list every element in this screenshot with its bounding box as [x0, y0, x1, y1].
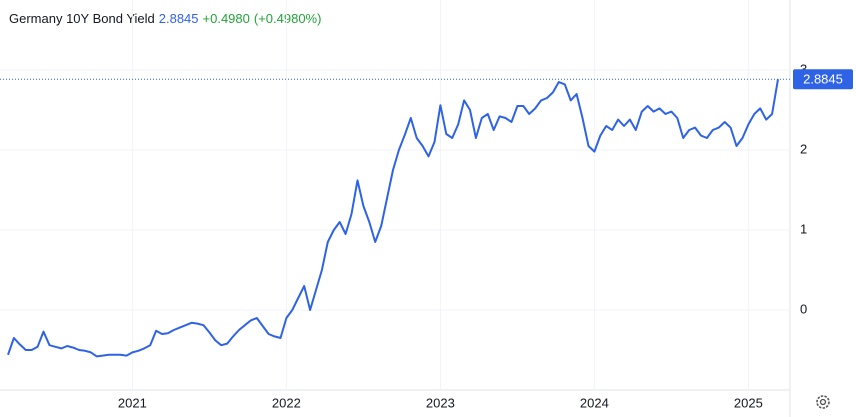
- x-tick-label: 2022: [272, 395, 301, 410]
- y-tick-label: 1: [800, 221, 807, 236]
- y-tick-label: 2: [800, 141, 807, 156]
- settings-icon[interactable]: [816, 395, 830, 409]
- y-tick-label: 3: [800, 61, 807, 76]
- x-tick-label: 2024: [580, 395, 609, 410]
- x-tick-label: 2021: [118, 395, 147, 410]
- change: +0.4980: [202, 11, 250, 26]
- chart-title: Germany 10Y Bond Yield: [9, 11, 155, 26]
- price-badge-label: 2.8845: [803, 72, 843, 87]
- header: Germany 10Y Bond Yield 2.8845 +0.4980 (+0.4…: [9, 11, 325, 26]
- x-tick-label: 2023: [426, 395, 455, 410]
- x-tick-label: 2025: [734, 395, 763, 410]
- y-tick-label: 0: [800, 301, 807, 316]
- series-line: [7, 79, 779, 358]
- price-badge: [793, 69, 853, 90]
- change-percent: (+0.4980%): [253, 11, 322, 26]
- last-value: 2.8845: [158, 11, 199, 26]
